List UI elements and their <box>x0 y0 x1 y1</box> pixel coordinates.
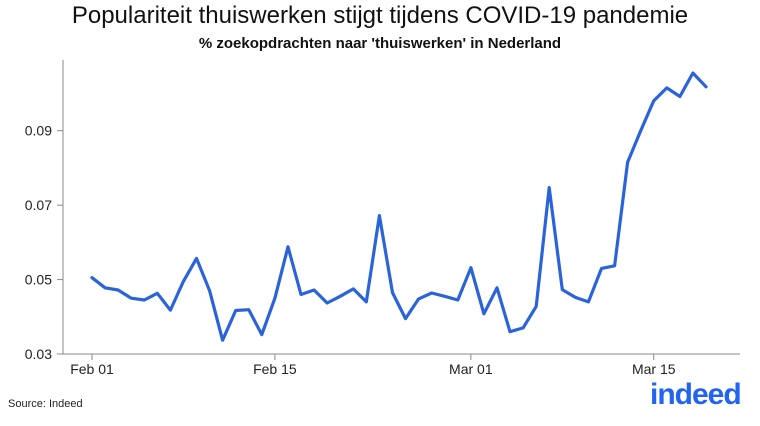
x-tick-label: Feb 15 <box>253 361 297 377</box>
y-tick-label: 0.07 <box>25 197 52 213</box>
y-tick-label: 0.03 <box>25 346 52 362</box>
x-tick-label: Feb 01 <box>70 361 114 377</box>
x-tick-label: Mar 15 <box>632 361 676 377</box>
series-line <box>90 71 708 342</box>
series-group <box>90 71 708 342</box>
x-tick-label: Mar 01 <box>449 361 493 377</box>
x-axis-ticks: Feb 01 Feb 15 Mar 01 Mar 15 <box>70 354 676 377</box>
chart-title: Populariteit thuiswerken stijgt tijdens … <box>71 2 689 29</box>
indeed-logo: indeed <box>650 378 742 411</box>
source-note: Source: Indeed <box>8 398 83 410</box>
y-tick-label: 0.05 <box>25 272 52 288</box>
y-axis-ticks: 0.03 0.05 0.07 0.09 <box>25 123 63 362</box>
chart-subtitle: % zoekopdrachten naar 'thuiswerken' in N… <box>198 35 562 52</box>
y-tick-label: 0.09 <box>25 123 52 139</box>
